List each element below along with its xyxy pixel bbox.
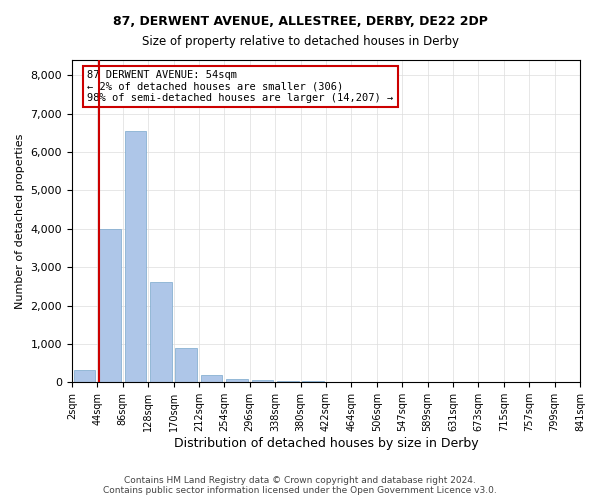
Bar [175, 348, 197, 382]
Text: 87, DERWENT AVENUE, ALLESTREE, DERBY, DE22 2DP: 87, DERWENT AVENUE, ALLESTREE, DERBY, DE… [113, 15, 487, 28]
Bar [74, 370, 95, 382]
Bar [226, 379, 248, 382]
Y-axis label: Number of detached properties: Number of detached properties [15, 134, 25, 309]
Bar [201, 376, 223, 382]
Text: Size of property relative to detached houses in Derby: Size of property relative to detached ho… [142, 35, 458, 48]
Text: 87 DERWENT AVENUE: 54sqm
← 2% of detached houses are smaller (306)
98% of semi-d: 87 DERWENT AVENUE: 54sqm ← 2% of detache… [87, 70, 394, 103]
Bar [277, 381, 299, 382]
Bar [150, 282, 172, 382]
Bar [125, 131, 146, 382]
Bar [99, 229, 121, 382]
X-axis label: Distribution of detached houses by size in Derby: Distribution of detached houses by size … [173, 437, 478, 450]
Text: Contains HM Land Registry data © Crown copyright and database right 2024.
Contai: Contains HM Land Registry data © Crown c… [103, 476, 497, 495]
Bar [251, 380, 273, 382]
